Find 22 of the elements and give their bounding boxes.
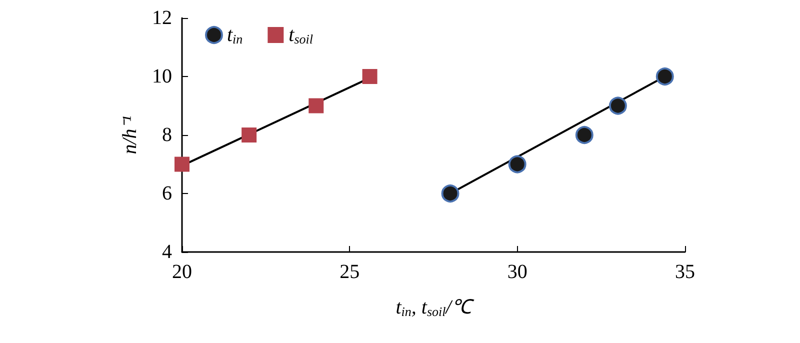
x-tick-label: 35 — [675, 261, 695, 283]
x-tick-label: 20 — [172, 261, 192, 283]
point — [308, 98, 324, 114]
point — [608, 96, 627, 115]
x-tick-label: 30 — [507, 261, 528, 283]
point — [174, 156, 190, 172]
point — [575, 126, 594, 144]
y-tick-label: 10 — [152, 66, 172, 88]
y-axis-title: n/h⁻¹ — [119, 116, 141, 154]
y-tick-label: 12 — [152, 7, 172, 29]
y-tick-label: 6 — [162, 182, 172, 204]
point — [441, 184, 460, 202]
point — [656, 68, 674, 86]
point — [508, 155, 526, 174]
legend-label: tin — [227, 24, 243, 46]
legend-label: tsoil — [288, 24, 314, 46]
point — [362, 69, 378, 84]
x-tick-label: 25 — [340, 261, 360, 283]
y-tick-label: 4 — [162, 241, 172, 263]
y-tick-label: 8 — [162, 124, 172, 146]
point — [242, 128, 257, 142]
x-axis-title: tin, tsoil/℃ — [396, 296, 474, 319]
